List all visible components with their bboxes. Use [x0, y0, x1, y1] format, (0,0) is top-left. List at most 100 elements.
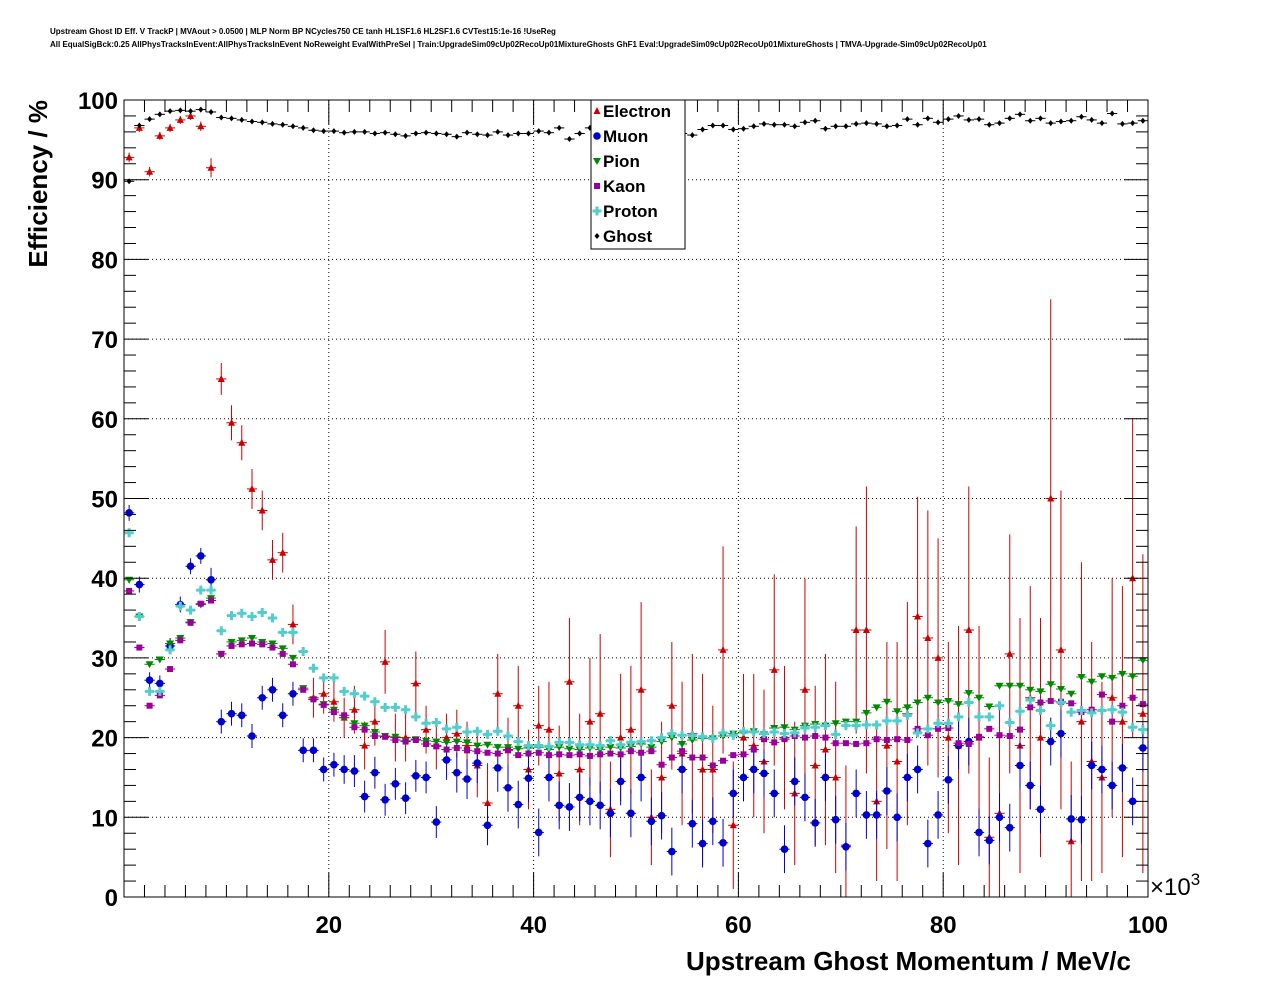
legend-kaon-marker [594, 183, 600, 189]
muon-point [748, 745, 759, 794]
pion-marker [442, 739, 451, 747]
muon-point [810, 798, 821, 847]
ghost-marker [1130, 120, 1136, 127]
muon-point [1117, 743, 1128, 792]
legend-pion-marker [593, 158, 601, 165]
kaon-point [1045, 697, 1056, 704]
proton-point [851, 721, 862, 731]
kaon-point [502, 747, 514, 754]
proton-point [881, 716, 892, 726]
y-tick-label: 40 [91, 566, 118, 593]
proton-point [451, 722, 462, 732]
ghost-point [226, 115, 237, 122]
proton-point [1137, 725, 1148, 735]
kaon-point [748, 746, 759, 753]
proton-marker [687, 730, 697, 740]
ghost-marker [853, 120, 859, 127]
proton-marker [544, 741, 554, 751]
kaon-point [380, 733, 391, 740]
ghost-point [892, 122, 903, 129]
proton-marker [227, 611, 237, 621]
muon-point [779, 825, 790, 874]
legend-entry-muon: Muon [593, 127, 648, 146]
muon-marker [831, 815, 840, 824]
proton-point [164, 645, 176, 655]
proton-marker [964, 698, 974, 708]
ghost-point [216, 114, 227, 121]
proton-marker [503, 731, 513, 741]
proton-point [912, 728, 923, 738]
muon-point [502, 763, 514, 812]
ghost-marker [300, 124, 306, 131]
proton-point [707, 733, 718, 743]
muon-point [1066, 794, 1077, 843]
electron-marker [217, 374, 225, 382]
kaon-marker [1047, 697, 1054, 704]
kaon-marker [556, 751, 563, 758]
proton-marker [575, 740, 585, 750]
electron-point [769, 574, 780, 766]
muon-point [656, 791, 667, 840]
proton-marker [554, 737, 564, 747]
proton-point [810, 722, 821, 732]
pion-marker [268, 640, 277, 648]
pion-marker [432, 738, 441, 746]
muon-point [1004, 803, 1015, 852]
proton-point [574, 740, 585, 750]
electron-marker [381, 657, 389, 665]
ghost-point [298, 124, 309, 131]
proton-marker [216, 626, 226, 636]
electron-marker [1006, 649, 1014, 657]
electron-point [584, 657, 596, 786]
electron-point [154, 131, 165, 140]
electron-marker [146, 167, 154, 175]
muon-point [328, 752, 340, 777]
electron-marker [258, 506, 266, 514]
kaon-point [728, 752, 739, 759]
y-tick-label: 10 [91, 805, 118, 832]
electron-point [892, 641, 903, 882]
pion-point [1035, 688, 1046, 696]
ghost-marker [280, 121, 286, 128]
kaon-marker [330, 709, 337, 716]
electron-marker [1057, 645, 1065, 653]
kaon-point [953, 740, 964, 747]
kaon-marker [1027, 704, 1034, 711]
electron-marker [187, 111, 195, 119]
pion-point [605, 744, 616, 752]
ghost-marker [976, 116, 982, 123]
ghost-point [1107, 110, 1118, 117]
ghost-point [175, 107, 186, 114]
electron-point [1117, 586, 1128, 858]
ghost-marker [1099, 120, 1105, 127]
electron-marker [330, 697, 338, 705]
electron-point [226, 405, 237, 441]
electron-point [287, 604, 299, 645]
muon-marker [1016, 761, 1024, 770]
muon-marker [616, 777, 625, 786]
kaon-point [195, 600, 206, 607]
kaon-marker [771, 739, 778, 746]
muon-point [523, 754, 534, 803]
pion-point [472, 742, 483, 750]
muon-marker [1036, 805, 1045, 814]
legend-ghost-label: Ghost [603, 227, 652, 246]
pion-point [1045, 681, 1056, 689]
pion-marker [555, 744, 564, 752]
kaon-point [1035, 699, 1046, 706]
legend: Electron Muon Pion Kaon Proton Ghost [590, 99, 686, 250]
y-tick-label: 0 [105, 885, 118, 912]
electron-marker [729, 821, 737, 829]
kaon-point [175, 637, 186, 644]
proton-marker [851, 721, 861, 731]
proton-marker [728, 730, 738, 740]
ghost-marker [546, 129, 552, 136]
proton-marker [472, 726, 482, 736]
muon-point [1025, 761, 1036, 810]
kaon-point [267, 644, 278, 651]
proton-point [1127, 722, 1138, 732]
proton-marker [923, 724, 933, 734]
proton-marker [902, 710, 912, 720]
legend-pion-label: Pion [603, 152, 640, 171]
kaon-marker [464, 747, 471, 754]
